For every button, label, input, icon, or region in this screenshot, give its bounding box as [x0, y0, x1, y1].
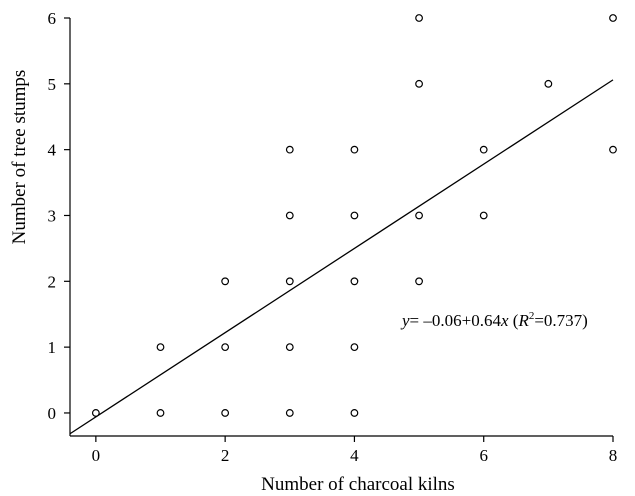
y-tick-label: 1: [48, 338, 57, 357]
data-point: [350, 409, 359, 417]
equation-x-var: x: [500, 311, 509, 330]
data-point: [544, 79, 553, 88]
data-point: [285, 145, 294, 154]
axes: [69, 18, 613, 437]
equation-y-var: y: [400, 311, 410, 330]
x-tick-label: 6: [479, 446, 488, 465]
regression-equation: y= –0.06+0.64x (R2=0.737): [400, 310, 588, 330]
data-point: [221, 343, 230, 352]
equation-open-paren: (: [509, 311, 519, 330]
x-axis-ticks: 0 2 4 6 8: [92, 436, 618, 465]
data-point: [285, 343, 294, 352]
x-tick-label: 0: [92, 446, 101, 465]
x-tick-label: 4: [350, 446, 359, 465]
data-point: [350, 277, 359, 286]
equation-superscript: 2: [529, 310, 535, 322]
data-point: [91, 409, 100, 417]
data-point: [350, 145, 359, 154]
y-tick-label: 3: [48, 206, 57, 225]
y-tick-label: 6: [48, 9, 57, 28]
equation-r-var: R: [517, 311, 529, 330]
data-point: [285, 277, 294, 286]
data-point: [609, 14, 617, 22]
y-tick-label: 5: [48, 75, 57, 94]
data-point: [221, 409, 230, 417]
y-tick-label: 4: [48, 141, 57, 160]
equation-r2-value: =0.737): [534, 311, 588, 330]
data-point: [221, 277, 230, 286]
data-point: [156, 409, 165, 417]
x-axis-title: Number of charcoal kilns: [261, 474, 455, 495]
data-point: [415, 14, 423, 22]
data-point: [609, 145, 617, 154]
data-point: [285, 409, 294, 417]
data-point: [415, 79, 423, 88]
y-axis-title: Number of tree stumps: [9, 70, 30, 245]
equation-coefficients: = –0.06+0.64: [410, 311, 502, 330]
x-tick-label: 8: [609, 446, 618, 465]
y-tick-label: 2: [48, 272, 57, 291]
data-point: [415, 277, 423, 286]
data-point: [350, 211, 359, 220]
data-point: [415, 211, 423, 220]
data-points: [91, 14, 617, 417]
y-tick-label: 0: [48, 404, 57, 423]
data-point: [350, 343, 359, 352]
data-point: [479, 211, 488, 220]
y-axis-ticks: 0 1 2 3 4 5 6: [48, 9, 70, 423]
x-tick-label: 2: [221, 446, 230, 465]
data-point: [156, 343, 165, 352]
data-point: [479, 145, 488, 154]
regression-line: [69, 79, 614, 435]
data-point: [285, 211, 294, 220]
